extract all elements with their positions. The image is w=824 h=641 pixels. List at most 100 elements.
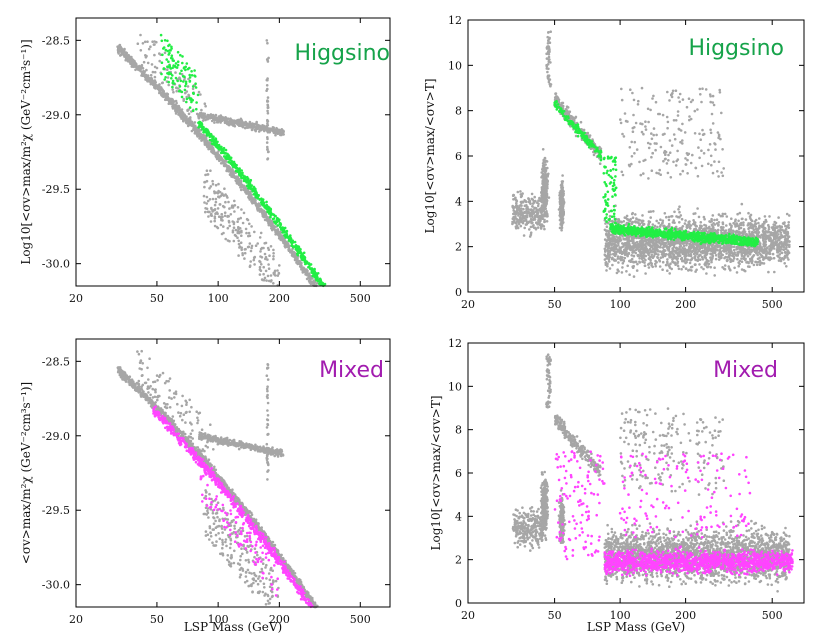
data-point-background bbox=[623, 253, 627, 256]
data-point-background bbox=[714, 254, 718, 257]
data-point-background bbox=[646, 251, 649, 255]
data-point-background bbox=[638, 257, 641, 260]
data-point-background bbox=[712, 226, 715, 230]
data-point-background bbox=[785, 212, 789, 216]
data-point-background bbox=[716, 228, 720, 232]
data-point-background bbox=[211, 182, 215, 186]
data-point-background bbox=[214, 151, 218, 155]
data-point-background bbox=[780, 225, 783, 228]
data-point-highlight bbox=[286, 236, 289, 239]
data-point-background bbox=[304, 273, 307, 276]
data-point-background bbox=[652, 210, 655, 213]
data-point-background bbox=[233, 199, 236, 203]
data-point-background bbox=[179, 109, 183, 112]
data-point-background bbox=[672, 219, 675, 222]
data-point-highlight bbox=[182, 80, 185, 83]
data-point-highlight bbox=[184, 84, 187, 88]
data-point-background bbox=[700, 255, 704, 259]
data-point-background bbox=[264, 215, 268, 218]
data-point-background bbox=[659, 256, 663, 260]
data-point-background bbox=[658, 265, 662, 268]
data-point-background bbox=[645, 242, 648, 245]
data-point-background bbox=[249, 123, 252, 127]
data-point-highlight bbox=[230, 160, 234, 164]
data-point-background bbox=[766, 246, 769, 249]
data-point-background bbox=[666, 246, 669, 250]
data-point-background bbox=[728, 222, 732, 226]
data-point-background bbox=[620, 221, 623, 224]
data-point-background bbox=[762, 242, 766, 245]
data-point-background bbox=[630, 257, 634, 261]
data-point-background bbox=[229, 213, 233, 216]
data-point-background bbox=[743, 249, 747, 252]
data-point-background bbox=[272, 282, 275, 285]
data-point-background bbox=[222, 225, 225, 228]
data-point-background bbox=[243, 248, 247, 251]
data-point-background bbox=[174, 107, 178, 111]
data-point-background bbox=[647, 223, 650, 227]
data-point-background bbox=[283, 241, 286, 245]
data-point-highlight bbox=[285, 229, 289, 233]
data-point-background bbox=[307, 272, 311, 275]
data-point-background bbox=[614, 252, 618, 256]
data-point-background bbox=[644, 258, 647, 262]
data-point-background bbox=[266, 118, 269, 122]
data-point-background bbox=[649, 210, 653, 213]
data-point-background bbox=[621, 266, 624, 269]
data-point-background bbox=[251, 201, 254, 205]
data-point-background bbox=[220, 213, 224, 216]
data-point-background bbox=[119, 47, 122, 50]
data-point-background bbox=[747, 261, 750, 265]
data-point-background bbox=[749, 222, 752, 225]
data-point-background bbox=[709, 220, 712, 224]
data-point-background bbox=[654, 242, 658, 245]
data-point-background bbox=[206, 199, 210, 203]
data-point-background bbox=[605, 239, 609, 242]
data-point-highlight bbox=[275, 219, 279, 223]
data-point-background bbox=[614, 244, 618, 248]
data-point-background bbox=[210, 149, 214, 152]
data-point-background bbox=[270, 279, 273, 282]
data-point-background bbox=[262, 265, 266, 269]
data-point-background bbox=[666, 269, 669, 273]
data-point-background bbox=[274, 130, 278, 133]
x-tick-label: 100 bbox=[208, 292, 229, 305]
data-point-background bbox=[236, 236, 239, 239]
data-point-background bbox=[175, 101, 178, 105]
data-point-background bbox=[788, 245, 791, 248]
data-point-background bbox=[785, 265, 788, 268]
data-point-background bbox=[229, 121, 232, 125]
data-point-background bbox=[296, 257, 299, 261]
data-point-background bbox=[608, 255, 612, 259]
data-point-background bbox=[644, 272, 647, 275]
data-point-background bbox=[213, 191, 216, 195]
data-point-background bbox=[250, 225, 253, 228]
data-point-highlight bbox=[170, 56, 173, 60]
data-point-background bbox=[616, 255, 620, 258]
data-point-highlight bbox=[279, 225, 282, 229]
data-point-background bbox=[640, 221, 644, 224]
data-point-background bbox=[607, 258, 611, 261]
data-point-highlight bbox=[254, 194, 257, 198]
data-point-background bbox=[727, 265, 730, 268]
data-point-background bbox=[717, 223, 720, 227]
data-point-background bbox=[672, 256, 675, 260]
data-point-highlight bbox=[258, 198, 262, 201]
data-point-background bbox=[239, 188, 243, 192]
data-point-highlight bbox=[185, 100, 188, 104]
data-point-background bbox=[225, 164, 228, 168]
data-point-background bbox=[604, 261, 608, 264]
data-point-highlight bbox=[289, 234, 292, 237]
data-point-background bbox=[205, 202, 208, 205]
data-point-highlight bbox=[268, 211, 272, 215]
data-point-background bbox=[611, 220, 614, 223]
data-point-background bbox=[732, 248, 736, 252]
data-point-background bbox=[266, 109, 269, 113]
data-point-background bbox=[206, 142, 210, 146]
data-point-highlight bbox=[191, 109, 195, 113]
data-point-background bbox=[199, 112, 202, 116]
data-point-background bbox=[307, 274, 310, 278]
data-point-background bbox=[153, 65, 157, 69]
data-point-background bbox=[715, 218, 719, 221]
data-point-highlight bbox=[178, 85, 182, 88]
